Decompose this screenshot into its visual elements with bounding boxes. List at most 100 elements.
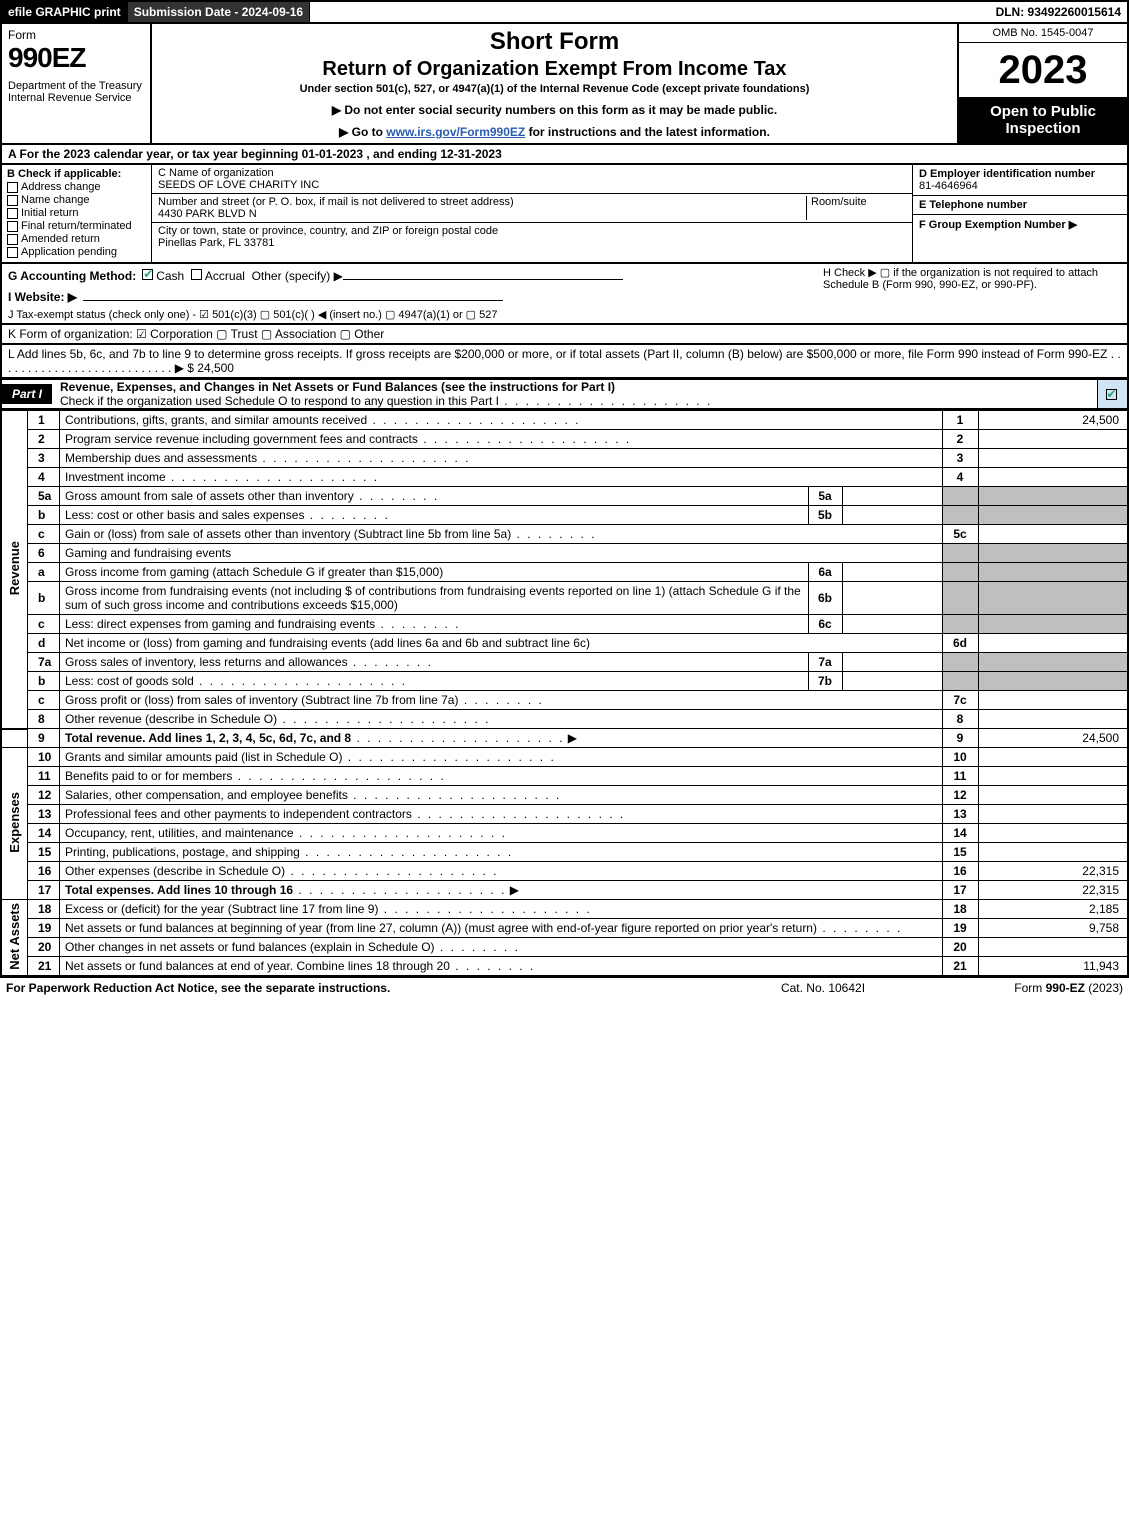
org-name-row: C Name of organization SEEDS OF LOVE CHA… xyxy=(152,165,912,194)
part-i-sub: Check if the organization used Schedule … xyxy=(60,394,499,408)
form-word: Form xyxy=(8,28,144,42)
goto-post: for instructions and the latest informat… xyxy=(525,125,770,139)
row-h: H Check ▶ ▢ if the organization is not r… xyxy=(817,264,1127,306)
line-5a-value xyxy=(842,487,942,506)
title-return: Return of Organization Exempt From Incom… xyxy=(158,58,951,81)
subtitle: Under section 501(c), 527, or 4947(a)(1)… xyxy=(158,83,951,95)
ein-value: 81-4646964 xyxy=(919,180,1121,192)
chk-initial-return[interactable]: Initial return xyxy=(7,207,146,219)
spacer xyxy=(310,2,989,22)
footer-left: For Paperwork Reduction Act Notice, see … xyxy=(6,981,723,995)
line-6b-value xyxy=(842,582,942,615)
line-7c-value xyxy=(978,691,1128,710)
line-7a-value xyxy=(842,653,942,672)
title-short-form: Short Form xyxy=(158,28,951,56)
accounting-method-label: G Accounting Method: xyxy=(8,269,136,283)
tax-year: 2023 xyxy=(959,43,1127,97)
header-mid: Short Form Return of Organization Exempt… xyxy=(152,24,957,143)
line-6d-value xyxy=(978,634,1128,653)
chk-application-pending[interactable]: Application pending xyxy=(7,246,146,258)
line-6c-value xyxy=(842,615,942,634)
line-3-value xyxy=(978,449,1128,468)
ein-block: D Employer identification number 81-4646… xyxy=(913,165,1127,196)
side-net-assets: Net Assets xyxy=(1,900,28,977)
line-1-value: 24,500 xyxy=(978,411,1128,430)
row-i: I Website: ▶ xyxy=(2,285,817,306)
row-g: G Accounting Method: Cash Accrual Other … xyxy=(2,264,817,285)
rows-ghij: G Accounting Method: Cash Accrual Other … xyxy=(0,264,1129,325)
city-row: City or town, state or province, country… xyxy=(152,223,912,251)
footer-formref: Form 990-EZ (2023) xyxy=(923,981,1123,995)
telephone-block: E Telephone number xyxy=(913,196,1127,215)
goto-pre: ▶ Go to xyxy=(339,125,386,139)
address-row: Number and street (or P. O. box, if mail… xyxy=(152,194,912,223)
part-i-header: Part I Revenue, Expenses, and Changes in… xyxy=(0,379,1129,410)
row-l-text: L Add lines 5b, 6c, and 7b to line 9 to … xyxy=(8,347,1121,375)
note-ssn: ▶ Do not enter social security numbers o… xyxy=(158,103,951,117)
room-suite-label: Room/suite xyxy=(806,196,906,220)
col-c: C Name of organization SEEDS OF LOVE CHA… xyxy=(152,165,912,262)
line-17-value: 22,315 xyxy=(978,881,1128,900)
part-i-table: Revenue 1Contributions, gifts, grants, a… xyxy=(0,410,1129,977)
address-value: 4430 PARK BLVD N xyxy=(158,208,806,220)
side-expenses: Expenses xyxy=(1,748,28,900)
block-bcdef: B Check if applicable: Address change Na… xyxy=(0,165,1129,264)
chk-address-change[interactable]: Address change xyxy=(7,181,146,193)
footer-catno: Cat. No. 10642I xyxy=(723,981,923,995)
note-goto: ▶ Go to www.irs.gov/Form990EZ for instru… xyxy=(158,125,951,139)
chk-accrual[interactable] xyxy=(191,269,202,280)
irs-link[interactable]: www.irs.gov/Form990EZ xyxy=(386,125,525,139)
line-7b-value xyxy=(842,672,942,691)
header-right: OMB No. 1545-0047 2023 Open to Public In… xyxy=(957,24,1127,143)
dln-label: DLN: 93492260015614 xyxy=(990,2,1127,22)
part-i-checkbox[interactable] xyxy=(1097,380,1127,408)
website-label: I Website: ▶ xyxy=(8,290,77,304)
line-14-value xyxy=(978,824,1128,843)
row-a-tax-year: A For the 2023 calendar year, or tax yea… xyxy=(0,145,1129,165)
side-revenue: Revenue xyxy=(1,411,28,729)
open-to-public: Open to Public Inspection xyxy=(959,97,1127,143)
line-20-value xyxy=(978,938,1128,957)
address-label: Number and street (or P. O. box, if mail… xyxy=(158,196,806,208)
line-9-value: 24,500 xyxy=(978,729,1128,748)
line-12-value xyxy=(978,786,1128,805)
row-j: J Tax-exempt status (check only one) - ☑… xyxy=(2,306,1127,323)
submission-date: Submission Date - 2024-09-16 xyxy=(128,2,310,22)
page-footer: For Paperwork Reduction Act Notice, see … xyxy=(0,977,1129,998)
top-bar: efile GRAPHIC print Submission Date - 20… xyxy=(0,0,1129,24)
chk-amended-return[interactable]: Amended return xyxy=(7,233,146,245)
line-16-value: 22,315 xyxy=(978,862,1128,881)
line-15-value xyxy=(978,843,1128,862)
row-l: L Add lines 5b, 6c, and 7b to line 9 to … xyxy=(0,345,1129,379)
city-label: City or town, state or province, country… xyxy=(158,225,498,237)
efile-button[interactable]: efile GRAPHIC print xyxy=(2,2,128,22)
col-def: D Employer identification number 81-4646… xyxy=(912,165,1127,262)
chk-final-return[interactable]: Final return/terminated xyxy=(7,220,146,232)
website-input[interactable] xyxy=(83,287,503,301)
line-13-value xyxy=(978,805,1128,824)
line-8-value xyxy=(978,710,1128,729)
line-2-value xyxy=(978,430,1128,449)
line-4-value xyxy=(978,468,1128,487)
line-19-value: 9,758 xyxy=(978,919,1128,938)
col-b-head: B Check if applicable: xyxy=(7,168,146,180)
line-10-value xyxy=(978,748,1128,767)
col-b: B Check if applicable: Address change Na… xyxy=(2,165,152,262)
group-exemption-label: F Group Exemption Number ▶ xyxy=(919,218,1121,231)
telephone-label: E Telephone number xyxy=(919,199,1121,211)
chk-name-change[interactable]: Name change xyxy=(7,194,146,206)
other-specify-input[interactable] xyxy=(343,266,623,280)
chk-cash[interactable] xyxy=(142,269,153,280)
city-value: Pinellas Park, FL 33781 xyxy=(158,237,498,249)
line-18-value: 2,185 xyxy=(978,900,1128,919)
line-21-value: 11,943 xyxy=(978,957,1128,977)
row-k: K Form of organization: ☑ Corporation ▢ … xyxy=(0,325,1129,345)
form-header: Form 990EZ Department of the Treasury In… xyxy=(0,24,1129,145)
group-exemption-block: F Group Exemption Number ▶ xyxy=(913,215,1127,262)
line-6a-value xyxy=(842,563,942,582)
part-i-title: Revenue, Expenses, and Changes in Net As… xyxy=(60,380,615,394)
line-5c-value xyxy=(978,525,1128,544)
org-name-label: C Name of organization xyxy=(158,167,319,179)
omb-number: OMB No. 1545-0047 xyxy=(959,24,1127,43)
line-5b-value xyxy=(842,506,942,525)
